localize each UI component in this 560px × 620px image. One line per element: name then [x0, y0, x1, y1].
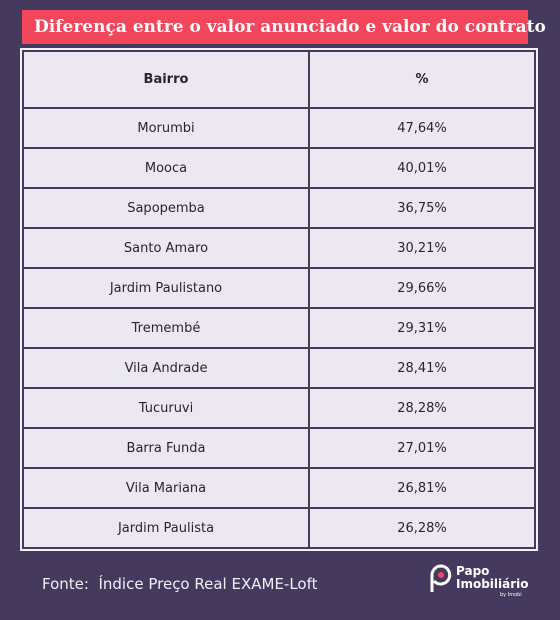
logo-text: Imobiliário [456, 577, 529, 591]
table-row: Tucuruvi 28,28% [24, 389, 534, 427]
neighborhood-cell: Jardim Paulistano [24, 269, 308, 307]
column-header: % [310, 52, 534, 107]
neighborhood-cell: Tucuruvi [24, 389, 308, 427]
percent-cell: 29,66% [310, 269, 534, 307]
table-row: Vila Andrade 28,41% [24, 349, 534, 387]
percent-cell: 28,28% [310, 389, 534, 427]
neighborhood-cell: Santo Amaro [24, 229, 308, 267]
percent-cell: 40,01% [310, 149, 534, 187]
neighborhood-cell: Barra Funda [24, 429, 308, 467]
table-row: Jardim Paulistano 29,66% [24, 269, 534, 307]
table-row: Jardim Paulista 26,28% [24, 509, 534, 547]
percent-cell: 47,64% [310, 109, 534, 147]
data-table: Bairro % Morumbi 47,64% Mooca 40,01% Sapopem… [20, 48, 538, 551]
header-row: Bairro % [24, 52, 534, 107]
logo-text: Papo [456, 564, 490, 578]
table-row: Mooca 40,01% [24, 149, 534, 187]
table-row: Santo Amaro 30,21% [24, 229, 534, 267]
table-row: Vila Mariana 26,81% [24, 469, 534, 507]
table-row: Sapopemba 36,75% [24, 189, 534, 227]
source-note: Fonte: Índice Preço Real EXAME-Loft [42, 575, 318, 593]
neighborhood-cell: Sapopemba [24, 189, 308, 227]
logo: Papo Imobiliário by Imobi [428, 562, 538, 602]
table-row: Tremembé 29,31% [24, 309, 534, 347]
table-row: Morumbi 47,64% [24, 109, 534, 147]
neighborhood-cell: Tremembé [24, 309, 308, 347]
percent-cell: 29,31% [310, 309, 534, 347]
percent-cell: 26,81% [310, 469, 534, 507]
percent-cell: 30,21% [310, 229, 534, 267]
column-header: Bairro [24, 52, 308, 107]
percent-cell: 28,41% [310, 349, 534, 387]
neighborhood-cell: Vila Andrade [24, 349, 308, 387]
neighborhood-cell: Morumbi [24, 109, 308, 147]
neighborhood-cell: Mooca [24, 149, 308, 187]
neighborhood-cell: Vila Mariana [24, 469, 308, 507]
percent-cell: 27,01% [310, 429, 534, 467]
percent-cell: 26,28% [310, 509, 534, 547]
neighborhood-cell: Jardim Paulista [24, 509, 308, 547]
percent-cell: 36,75% [310, 189, 534, 227]
title-banner: Diferença entre o valor anunciado e valo… [22, 10, 546, 44]
logo-tagline: by Imobi [500, 592, 522, 598]
logo-icon [430, 564, 452, 592]
table-row: Barra Funda 27,01% [24, 429, 534, 467]
